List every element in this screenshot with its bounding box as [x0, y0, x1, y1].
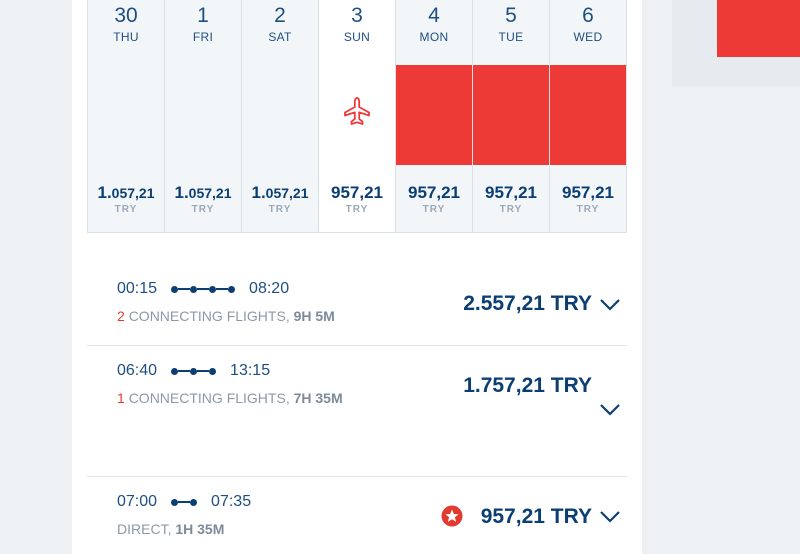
- day-name: WED: [573, 30, 603, 44]
- day-name: FRI: [192, 30, 214, 44]
- flight-price: 1.757,21 TRY: [463, 374, 592, 397]
- departure-time: 06:40: [117, 362, 158, 379]
- day-currency: TRY: [345, 204, 369, 215]
- day-thu-30[interactable]: 30 THU 1.057,21 TRY: [88, 0, 165, 232]
- chevron-down-icon[interactable]: [599, 510, 621, 524]
- flight-type: CONNECTING FLIGHTS: [128, 390, 286, 406]
- flight-duration: 9H 5M: [293, 308, 335, 324]
- day-currency: TRY: [422, 204, 446, 215]
- arrival-time: 08:20: [249, 280, 290, 297]
- chevron-down-icon[interactable]: [599, 403, 621, 417]
- day-name: MON: [419, 30, 449, 44]
- day-name: SAT: [268, 30, 292, 44]
- day-currency: TRY: [268, 204, 292, 215]
- flight-option[interactable]: 07:00 07:35 DIRECT, 1H 35M 957,21 TRY: [87, 477, 627, 554]
- day-mon-4[interactable]: 4 MON 957,21 TRY: [396, 0, 473, 232]
- flight-duration: 7H 35M: [293, 390, 343, 406]
- day-price: 1.057,21: [251, 183, 309, 202]
- chevron-down-icon[interactable]: [599, 298, 621, 312]
- flight-price: 2.557,21 TRY: [463, 292, 592, 315]
- flight-times: 00:15 08:20: [117, 280, 289, 298]
- day-price: 1.057,21: [97, 183, 155, 202]
- flight-option[interactable]: 00:15 08:20 2 CONNECTING FLIGHTS, 9H 5M …: [87, 266, 627, 346]
- flight-times: 07:00 07:35: [117, 493, 251, 511]
- flight-type: CONNECTING FLIGHTS: [128, 308, 286, 324]
- day-number: 1: [197, 4, 209, 27]
- day-red-bar: [550, 65, 626, 165]
- flight-price: 957,21 TRY: [480, 505, 592, 528]
- flight-meta: 2 CONNECTING FLIGHTS, 9H 5M: [117, 308, 335, 324]
- date-calendar: 30 THU 1.057,21 TRY 1 FRI 1.057,21 TRY 2…: [87, 0, 627, 233]
- day-price: 1.057,21: [174, 183, 232, 202]
- route-stops-icon: [171, 285, 236, 293]
- route-direct-icon: [171, 498, 198, 506]
- arrival-time: 07:35: [211, 493, 252, 510]
- day-price: 957,21: [485, 183, 537, 202]
- day-name: THU: [113, 30, 139, 44]
- day-price: 957,21: [331, 183, 383, 202]
- day-number: 4: [428, 4, 440, 27]
- route-stops-icon: [171, 367, 217, 375]
- flight-meta: 1 CONNECTING FLIGHTS, 7H 35M: [117, 390, 343, 406]
- flight-option[interactable]: 06:40 13:15 1 CONNECTING FLIGHTS, 7H 35M…: [87, 346, 627, 477]
- day-wed-6[interactable]: 6 WED 957,21 TRY: [550, 0, 627, 232]
- day-number: 3: [351, 4, 363, 27]
- day-sun-3-selected[interactable]: 3 SUN 957,21 TRY: [319, 0, 396, 232]
- day-number: 5: [505, 4, 517, 27]
- day-tue-5[interactable]: 5 TUE 957,21 TRY: [473, 0, 550, 232]
- flight-duration: 1H 35M: [175, 521, 225, 537]
- day-currency: TRY: [191, 204, 215, 215]
- flight-type: DIRECT: [117, 521, 168, 537]
- day-number: 6: [582, 4, 594, 27]
- flight-times: 06:40 13:15: [117, 362, 270, 380]
- arrival-time: 13:15: [230, 362, 271, 379]
- plane-icon: [344, 97, 370, 125]
- stop-count: 1: [117, 390, 125, 406]
- day-number: 30: [114, 4, 138, 27]
- departure-time: 07:00: [117, 493, 158, 510]
- day-sat-2[interactable]: 2 SAT 1.057,21 TRY: [242, 0, 319, 232]
- star-badge-icon: [441, 505, 463, 527]
- day-price: 957,21: [408, 183, 460, 202]
- day-price: 957,21: [562, 183, 614, 202]
- flight-meta: DIRECT, 1H 35M: [117, 521, 225, 537]
- day-currency: TRY: [576, 204, 600, 215]
- day-fri-1[interactable]: 1 FRI 1.057,21 TRY: [165, 0, 242, 232]
- day-number: 2: [274, 4, 286, 27]
- day-name: TUE: [498, 30, 524, 44]
- day-name: SUN: [343, 30, 371, 44]
- stop-count: 2: [117, 308, 125, 324]
- day-red-bar: [396, 65, 472, 165]
- day-red-bar: [473, 65, 549, 165]
- side-red-block[interactable]: [717, 0, 800, 57]
- day-currency: TRY: [499, 204, 523, 215]
- departure-time: 00:15: [117, 280, 158, 297]
- day-currency: TRY: [114, 204, 138, 215]
